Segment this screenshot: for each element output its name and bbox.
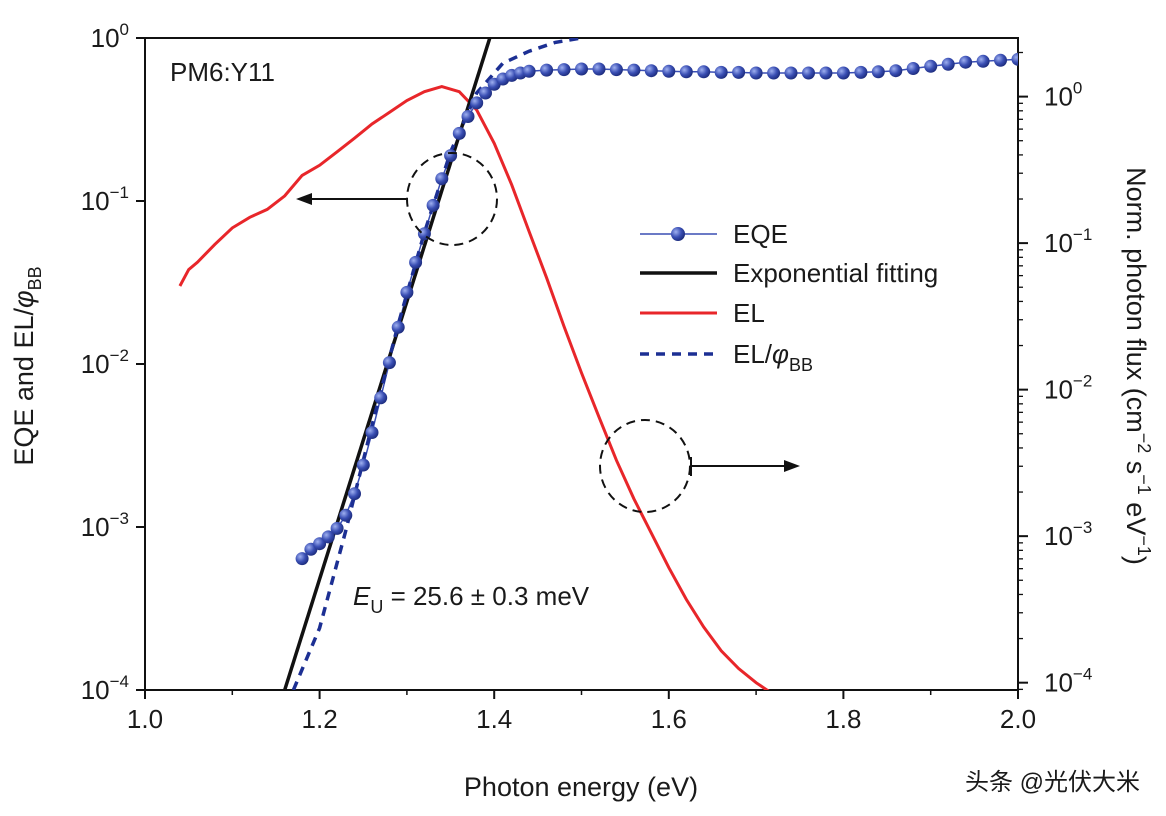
- eqe-point: [679, 65, 693, 79]
- left-tick-label: 10−4: [81, 672, 129, 705]
- x-tick-label: 1.8: [825, 704, 861, 734]
- eqe-point: [854, 65, 868, 79]
- left-tick-label: 100: [91, 20, 129, 53]
- x-tick-label: 2.0: [1000, 704, 1036, 734]
- legend-el-phi-label: EL/φBB: [733, 339, 813, 375]
- x-axis-title: Photon energy (eV): [464, 772, 698, 802]
- legend: EQE Exponential fitting EL EL/φBB: [640, 219, 938, 375]
- eqe-point: [994, 53, 1007, 67]
- eqe-point: [479, 86, 492, 100]
- highlight-circle-right: [599, 419, 691, 513]
- eqe-point: [592, 62, 606, 76]
- el-series-line: [178, 85, 770, 690]
- eqe-point: [836, 66, 850, 80]
- eqe-point: [400, 285, 414, 299]
- eqe-points: [295, 52, 1018, 566]
- eqe-point: [976, 54, 990, 68]
- legend-fit-label: Exponential fitting: [733, 258, 938, 288]
- eqe-point: [321, 530, 335, 544]
- eqe-point: [365, 426, 379, 439]
- right-tick-label: 10−1: [1044, 225, 1092, 258]
- right-tick-label: 100: [1044, 79, 1082, 112]
- eqe-point: [356, 458, 370, 472]
- eqe-point: [627, 63, 641, 77]
- right-tick-label: 10−2: [1044, 372, 1092, 405]
- eqe-point: [575, 62, 588, 76]
- left-tick-label: 10−2: [81, 346, 129, 379]
- eqe-point: [557, 63, 571, 77]
- right-axis-ticks: 100 10−1 10−2 10−3 10−4: [1018, 51, 1092, 698]
- el-phi-bb-series-line: [291, 38, 582, 690]
- legend-eqe-marker: [671, 227, 685, 241]
- eqe-point: [444, 149, 458, 163]
- x-tick-label: 1.6: [651, 704, 687, 734]
- eqe-point: [409, 255, 423, 269]
- eqe-point: [609, 63, 623, 77]
- left-axis-title: EQE and EL/φBB: [9, 266, 45, 465]
- eqe-point: [889, 64, 903, 78]
- eqe-point: [732, 65, 746, 79]
- watermark: 头条 @光伏大米: [965, 769, 1140, 796]
- eqe-point: [348, 487, 361, 501]
- eqe-point: [339, 508, 353, 522]
- eqe-point: [461, 110, 475, 123]
- eqe-series-line: [301, 58, 1018, 560]
- right-tick-label: 10−4: [1044, 665, 1092, 698]
- eqe-point: [374, 391, 388, 405]
- eqe-point: [697, 65, 711, 79]
- eqe-point: [819, 66, 833, 80]
- eqe-point: [941, 57, 955, 71]
- eqe-point: [452, 126, 466, 140]
- x-tick-label: 1.0: [127, 704, 163, 734]
- eqe-point: [644, 64, 658, 78]
- right-axis-title: Norm. photon flux (cm−2 s−1 eV−1): [1121, 167, 1154, 565]
- eqe-point: [662, 64, 676, 78]
- eqe-point: [959, 55, 973, 69]
- eqe-point: [802, 66, 815, 80]
- eqe-point: [330, 521, 344, 535]
- arrow-left-head: [296, 193, 312, 205]
- highlight-circle-left: [406, 152, 498, 246]
- x-axis-ticks: 1.0 1.2 1.4 1.6 1.8 2.0: [127, 690, 1036, 734]
- eqe-point: [749, 66, 763, 80]
- eqe-point: [906, 62, 920, 75]
- eqe-point: [714, 65, 728, 79]
- legend-el-label: EL: [733, 298, 765, 328]
- urbach-energy-label: EU = 25.6 ± 0.3 meV: [353, 581, 590, 617]
- right-tick-label: 10−3: [1044, 518, 1092, 551]
- eqe-point: [470, 96, 484, 110]
- eqe-point: [871, 65, 885, 79]
- eqe-point: [382, 356, 396, 370]
- x-tick-label: 1.4: [476, 704, 512, 734]
- eqe-point: [1011, 52, 1018, 66]
- eqe-point: [540, 63, 554, 77]
- eqe-point: [295, 552, 309, 566]
- sample-label: PM6:Y11: [170, 57, 275, 87]
- eqe-point: [767, 66, 781, 80]
- eqe-point: [426, 198, 440, 212]
- arrow-right-head: [784, 460, 800, 472]
- eqe-point: [391, 320, 405, 334]
- legend-eqe-label: EQE: [733, 219, 788, 249]
- eqe-point: [313, 537, 327, 551]
- left-axis-ticks: 100 10−1 10−2 10−3 10−4: [81, 20, 145, 705]
- eqe-point: [924, 59, 938, 73]
- eqe-point: [435, 172, 449, 186]
- x-tick-label: 1.2: [302, 704, 338, 734]
- left-tick-label: 10−3: [81, 509, 129, 542]
- eqe-point: [784, 66, 798, 80]
- left-tick-label: 10−1: [81, 183, 129, 216]
- eqe-point: [522, 64, 536, 78]
